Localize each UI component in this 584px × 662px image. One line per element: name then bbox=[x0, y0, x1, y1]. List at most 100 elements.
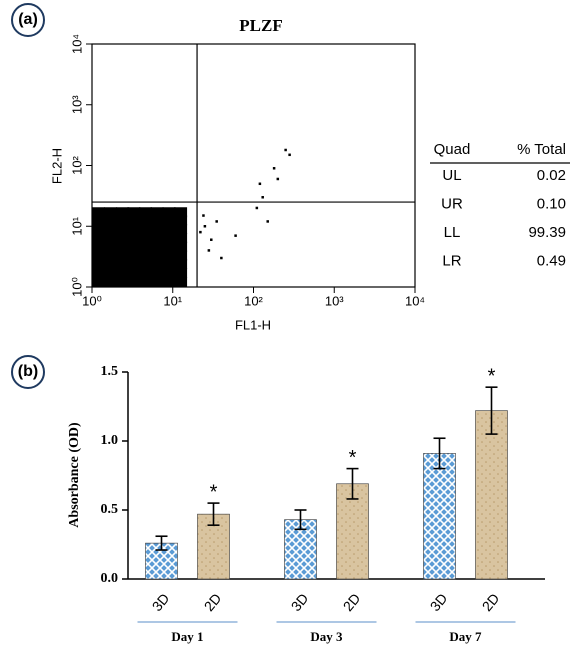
point bbox=[92, 224, 105, 235]
point bbox=[116, 233, 130, 244]
point bbox=[255, 206, 259, 210]
point bbox=[276, 177, 280, 181]
panel-label: (a) bbox=[18, 11, 38, 28]
point bbox=[150, 250, 164, 261]
point bbox=[104, 215, 118, 226]
point bbox=[150, 268, 164, 279]
point bbox=[174, 233, 188, 244]
point bbox=[127, 233, 141, 244]
point bbox=[92, 241, 105, 252]
point bbox=[127, 224, 141, 235]
table-cell: 0.02 bbox=[537, 167, 566, 184]
point bbox=[104, 258, 118, 269]
table-header: Quad bbox=[434, 141, 471, 158]
x-tick-label: Day 1 bbox=[171, 629, 203, 644]
y-tick-label: 0.5 bbox=[101, 502, 119, 517]
table-cell: UR bbox=[441, 195, 463, 212]
point bbox=[116, 215, 130, 226]
point bbox=[272, 167, 276, 170]
x-axis-label: FL1-H bbox=[235, 317, 271, 332]
chart-title: PLZF bbox=[239, 16, 282, 35]
point bbox=[150, 207, 164, 218]
point bbox=[150, 258, 164, 269]
point bbox=[261, 196, 264, 199]
point bbox=[210, 238, 213, 241]
point bbox=[174, 215, 188, 226]
bar bbox=[475, 410, 508, 580]
point bbox=[104, 277, 118, 287]
point bbox=[139, 250, 153, 261]
point bbox=[139, 215, 153, 226]
point bbox=[162, 268, 176, 279]
point bbox=[116, 224, 130, 235]
x-tick-label: 10⁴ bbox=[405, 293, 425, 308]
point bbox=[202, 214, 205, 217]
point bbox=[139, 233, 153, 244]
y-tick-label: 10⁰ bbox=[69, 277, 84, 297]
point bbox=[139, 241, 153, 252]
point bbox=[127, 215, 141, 226]
point bbox=[207, 249, 211, 252]
point bbox=[150, 224, 164, 235]
significance: * bbox=[210, 481, 218, 503]
series-label: 3D bbox=[288, 590, 312, 614]
point bbox=[139, 224, 153, 235]
points bbox=[92, 148, 291, 287]
point bbox=[174, 268, 188, 279]
y-tick-label: 10³ bbox=[69, 95, 84, 114]
point bbox=[104, 268, 118, 279]
table-cell: 0.10 bbox=[537, 195, 566, 212]
error-bar bbox=[346, 467, 359, 500]
point bbox=[139, 258, 153, 269]
table-cell: LR bbox=[442, 252, 461, 269]
point bbox=[258, 182, 262, 186]
point bbox=[104, 233, 118, 244]
table-cell: UL bbox=[442, 167, 461, 184]
point bbox=[104, 207, 118, 218]
point bbox=[92, 250, 105, 261]
table-header: % Total bbox=[517, 141, 566, 158]
point bbox=[162, 207, 176, 218]
point bbox=[162, 250, 176, 261]
y-tick-label: 10² bbox=[69, 155, 84, 174]
y-tick-label: 10⁴ bbox=[69, 34, 84, 54]
point bbox=[139, 268, 153, 279]
error-bar bbox=[207, 502, 220, 526]
point bbox=[150, 277, 164, 287]
point bbox=[234, 234, 237, 237]
point bbox=[92, 215, 105, 226]
point bbox=[116, 258, 130, 269]
x-tick-label: 10² bbox=[244, 293, 263, 308]
y-axis-label: Absorbance (OD) bbox=[67, 422, 82, 528]
point bbox=[162, 258, 176, 269]
point bbox=[150, 241, 164, 252]
panel-badge bbox=[11, 355, 45, 389]
point bbox=[266, 220, 269, 223]
series-label: 2D bbox=[201, 590, 225, 614]
point bbox=[174, 258, 188, 269]
point bbox=[127, 268, 141, 279]
y-tick-label: 10¹ bbox=[69, 216, 84, 235]
point bbox=[174, 224, 188, 235]
point bbox=[116, 241, 130, 252]
point bbox=[174, 250, 188, 261]
panel-badge bbox=[11, 3, 45, 37]
panel-label: (b) bbox=[18, 363, 38, 380]
x-tick-label: Day 7 bbox=[449, 629, 482, 644]
y-tick-label: 1.0 bbox=[101, 433, 119, 448]
point bbox=[127, 241, 141, 252]
significance: * bbox=[349, 447, 357, 469]
x-tick-label: Day 3 bbox=[310, 629, 343, 644]
bar bbox=[423, 453, 456, 580]
series-label: 2D bbox=[479, 590, 503, 614]
point bbox=[92, 277, 105, 287]
y-axis-label: FL2-H bbox=[49, 148, 64, 184]
series-label: 3D bbox=[427, 590, 451, 614]
point bbox=[288, 153, 291, 157]
point bbox=[150, 215, 164, 226]
error-bar bbox=[485, 386, 498, 435]
point bbox=[162, 215, 176, 226]
table-cell: 0.49 bbox=[537, 252, 566, 269]
point bbox=[139, 207, 153, 218]
point bbox=[116, 250, 130, 261]
